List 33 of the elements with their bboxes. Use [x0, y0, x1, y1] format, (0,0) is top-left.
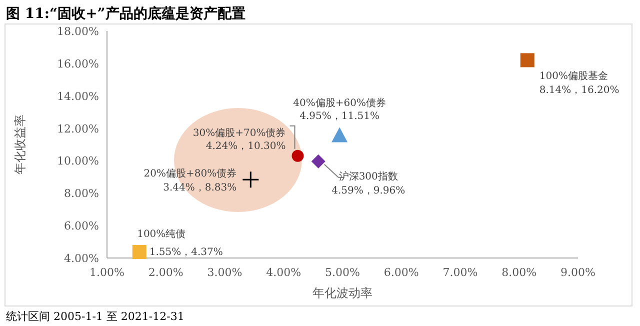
x-tick-label: 8.00% [502, 266, 537, 279]
x-tick-label: 9.00% [560, 266, 596, 279]
data-label: 4.95%，11.51% [300, 111, 380, 122]
y-tick-label: 14.00% [57, 90, 99, 103]
y-tick-label: 12.00% [57, 122, 99, 136]
data-label: 3.44%，8.83% [163, 182, 237, 194]
y-tick-label: 4.00% [64, 252, 99, 265]
x-tick-label: 1.00% [90, 266, 124, 279]
y-tick-label: 10.00% [57, 154, 99, 168]
y-tick-label: 18.00% [57, 25, 99, 38]
series-label: 100%纯债 [137, 228, 186, 240]
x-tick-label: 3.00% [207, 266, 242, 279]
x-tick-label: 6.00% [384, 266, 419, 279]
y-tick-label: 8.00% [64, 187, 99, 200]
x-tick-label: 7.00% [442, 266, 478, 279]
y-tick-label: 16.00% [57, 57, 99, 70]
text: 40%偏股+60%债券 [293, 97, 386, 110]
data-label: 1.55%，4.37% [149, 247, 223, 258]
data-label: 8.14%，16.20% [539, 85, 620, 96]
text: 统计区间 2005-1-1 至 2021-12-31 [6, 310, 184, 323]
y-tick-label: 6.00% [64, 220, 99, 233]
chart-title: 图 11:“固收+”产品的底蕴是资产配置 [6, 5, 246, 22]
series-label: 30%偏股+70%债券 [192, 126, 286, 139]
x-axis-title: 年化波动率 [312, 286, 372, 300]
x-tick-label: 4.00% [266, 266, 302, 279]
series-label: 20%偏股+80%债券 [144, 168, 237, 180]
y-axis-title: 年化收益率 [13, 114, 27, 174]
x-tick-label: 2.00% [148, 266, 184, 279]
series-label: 沪深300指数 [338, 170, 398, 182]
series-label: 100%偏股基金 [539, 70, 608, 82]
data-label: 4.59%，9.96% [332, 185, 406, 196]
data-label: 4.24%，10.30% [206, 140, 286, 152]
x-tick-label: 5.00% [325, 266, 360, 279]
